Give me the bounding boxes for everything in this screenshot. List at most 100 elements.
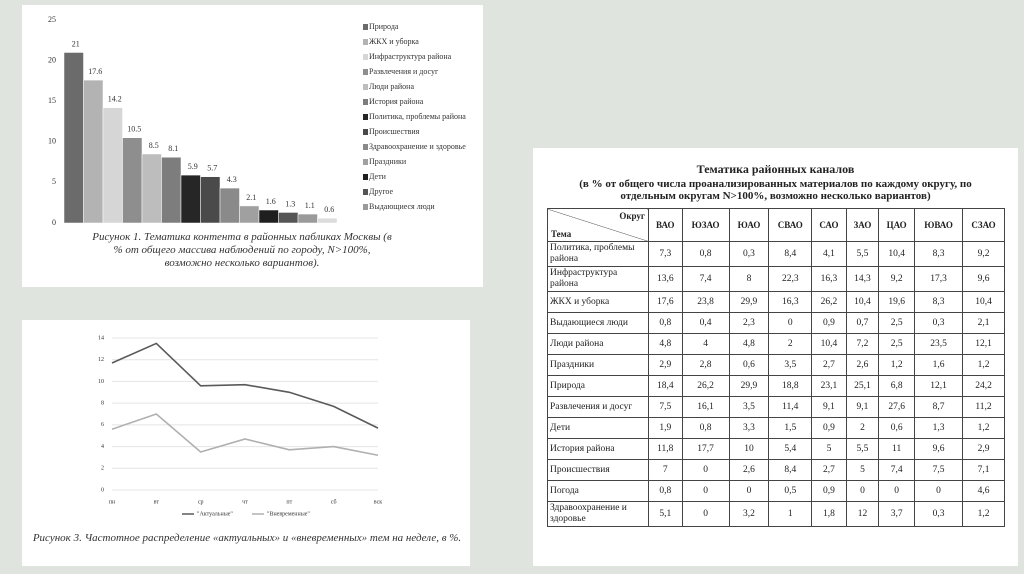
- legend-swatch: [363, 99, 368, 105]
- y-tick-label: 4: [101, 444, 104, 450]
- cell: 0,9: [811, 312, 847, 334]
- cell: 26,2: [811, 291, 847, 313]
- cell: 5,1: [648, 501, 683, 527]
- cell: 2,7: [811, 459, 847, 481]
- cell: 12,1: [962, 333, 1005, 355]
- cell: 0,9: [811, 417, 847, 439]
- cell: 1,6: [914, 354, 964, 376]
- cell: 3,7: [878, 501, 916, 527]
- bar: [63, 52, 84, 224]
- y-tick-label: 25: [48, 15, 56, 24]
- x-tick-label: ср: [198, 499, 204, 505]
- y-tick-label: 6: [101, 422, 104, 428]
- cell: 4,6: [962, 480, 1005, 502]
- data-label: 1.3: [285, 199, 295, 208]
- data-label: 1.6: [266, 197, 276, 206]
- bar-panel: 0 5 10 15 20 25 21 17.6 14.2 10.5 8.5 8.1 5.9 5.7 4.3 2…: [22, 5, 483, 287]
- legend-swatch: [363, 189, 368, 195]
- y-tick-label: 10: [98, 379, 104, 385]
- cell: 3,5: [768, 354, 813, 376]
- legend-label: Развлечения и досуг: [369, 67, 439, 76]
- header-row: Округ Тема ВАО ЮЗАО ЮАО СВАО САО ЗАО ЦАО ЮВАО СЗАО: [547, 208, 1005, 242]
- cell: 9,2: [878, 266, 916, 292]
- data-label: 10.5: [127, 125, 141, 134]
- cell: 2,7: [811, 354, 847, 376]
- cell: 4,8: [728, 333, 770, 355]
- cell: 0: [845, 480, 880, 502]
- bar: [180, 174, 201, 224]
- y-tick-label: 20: [48, 55, 56, 64]
- cell: 0,4: [681, 312, 730, 334]
- cell: 17,6: [648, 291, 683, 313]
- cell: 2,8: [681, 354, 730, 376]
- table-row: Развлечения и досуг 7,5 16,1 3,5 11,4 9,1 9,1 2…: [547, 396, 1005, 418]
- bar: [258, 209, 279, 224]
- series-line: [111, 342, 379, 429]
- cell: 5,5: [845, 438, 880, 460]
- cell: 9,1: [845, 396, 880, 418]
- cell: 17,7: [681, 438, 730, 460]
- table-row: Здравоохранение и здоровье 5,1 0 3,2 1 1,8 12 3…: [547, 501, 1005, 527]
- table-row: Погода 0,8 0 0 0,5 0,9 0 0 0 4,6: [547, 480, 1005, 502]
- bar: [278, 212, 299, 224]
- cell: 1,5: [768, 417, 813, 439]
- cell: 0,8: [648, 312, 683, 334]
- bar: [297, 213, 318, 224]
- bar: [219, 187, 240, 224]
- cell: 8,4: [768, 241, 813, 267]
- row-label: Погода: [547, 480, 649, 502]
- cell: 0: [728, 480, 770, 502]
- legend-label: Люди района: [369, 82, 414, 91]
- column-header: САО: [811, 208, 847, 242]
- cell: 8,4: [768, 459, 813, 481]
- cell: 23,5: [914, 333, 964, 355]
- row-label: Инфраструктура района: [547, 266, 649, 292]
- cell: 7,1: [962, 459, 1005, 481]
- bar: [83, 79, 104, 224]
- cell: 0,9: [811, 480, 847, 502]
- cell: 27,6: [878, 396, 916, 418]
- cell: 10: [728, 438, 770, 460]
- data-label: 1.1: [305, 201, 315, 210]
- column-header: ЗАО: [845, 208, 880, 242]
- table-subtitle: (в % от общего числа проанализированных …: [579, 178, 972, 202]
- y-tick-label: 8: [101, 401, 104, 407]
- cell: 8,3: [914, 291, 964, 313]
- cell: 8: [728, 266, 770, 292]
- data-label: 21: [72, 39, 80, 48]
- cell: 1,8: [811, 501, 847, 527]
- cell: 13,6: [648, 266, 683, 292]
- cell: 0,3: [914, 312, 964, 334]
- cell: 16,3: [768, 291, 813, 313]
- legend-swatch: [363, 204, 368, 210]
- cell: 0,8: [648, 480, 683, 502]
- row-label: Люди района: [547, 333, 649, 355]
- legend-label: История района: [369, 97, 424, 106]
- cell: 7,4: [878, 459, 916, 481]
- cell: 3,5: [728, 396, 770, 418]
- cell: 7,5: [914, 459, 964, 481]
- bar: [141, 153, 162, 224]
- column-header: СЗАО: [962, 208, 1005, 242]
- line-chart: 0 2 4 6 8 10 12 14 пн вт ср чт пт сб вск "Актуальные" "В…: [98, 335, 382, 517]
- data-label: 8.1: [168, 144, 178, 153]
- cell: 7,4: [681, 266, 730, 292]
- x-tick-label: пн: [109, 499, 116, 505]
- table-row: Праздники 2,9 2,8 0,6 3,5 2,7 2,6 1,2 1,6 1,2: [547, 354, 1005, 376]
- cell: 0,7: [845, 312, 880, 334]
- x-tick-label: пт: [286, 499, 292, 505]
- series-line: [111, 413, 379, 457]
- cell: 12,1: [914, 375, 964, 397]
- x-tick-label: чт: [242, 499, 248, 505]
- cell: 3,2: [728, 501, 770, 527]
- cell: 1: [768, 501, 813, 527]
- cell: 0,3: [914, 501, 964, 527]
- y-tick-label: 0: [101, 487, 104, 493]
- legend-swatch: [363, 174, 368, 180]
- cell: 23,1: [811, 375, 847, 397]
- cell: 0: [768, 312, 813, 334]
- legend-swatch: [363, 84, 368, 90]
- cell: 9,6: [962, 266, 1005, 292]
- cell: 9,1: [811, 396, 847, 418]
- cell: 1,3: [914, 417, 964, 439]
